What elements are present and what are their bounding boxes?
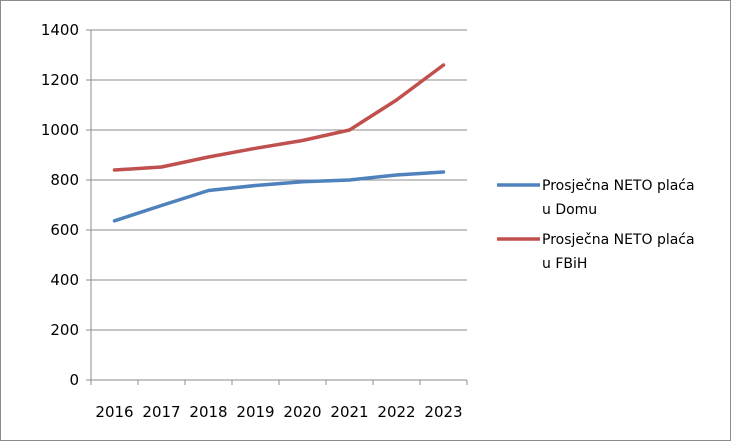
legend-label-2-line-2: u FBiH [542, 256, 587, 272]
y-tick-label-400: 400 [50, 271, 79, 289]
y-tick-labels: 0 200 400 600 800 1000 1200 1400 [41, 21, 79, 389]
y-tick-label-1400: 1400 [41, 21, 79, 39]
x-tick-label-2018: 2018 [189, 403, 227, 421]
x-tick-label-2016: 2016 [95, 403, 133, 421]
legend-label-1-line-1: Prosječna NETO plaća [542, 178, 695, 194]
series-line-1 [112, 170, 446, 223]
legend-label-2: Prosječna NETO plaća u FBiH [542, 232, 695, 272]
x-tick-label-2020: 2020 [283, 403, 321, 421]
x-tick-labels: 2016 2017 2018 2019 2020 2021 2022 2023 [95, 403, 462, 421]
x-tick-label-2023: 2023 [424, 403, 462, 421]
series-line-2 [112, 63, 446, 172]
gridlines [91, 29, 467, 331]
axes [86, 29, 468, 385]
x-tick-label-2017: 2017 [142, 403, 180, 421]
series-lines [112, 63, 446, 223]
legend-label-1: Prosječna NETO plaća u Domu [542, 178, 695, 218]
y-tick-label-200: 200 [50, 321, 79, 339]
x-tick-label-2019: 2019 [236, 403, 274, 421]
y-tick-label-1000: 1000 [41, 121, 79, 139]
x-tick-label-2021: 2021 [330, 403, 368, 421]
y-tick-label-600: 600 [50, 221, 79, 239]
y-tick-label-0: 0 [69, 371, 79, 389]
y-tick-label-1200: 1200 [41, 71, 79, 89]
legend-label-2-line-1: Prosječna NETO plaća [542, 232, 695, 248]
y-tick-label-800: 800 [50, 171, 79, 189]
x-tick-label-2022: 2022 [377, 403, 415, 421]
legend-label-1-line-2: u Domu [542, 202, 597, 218]
